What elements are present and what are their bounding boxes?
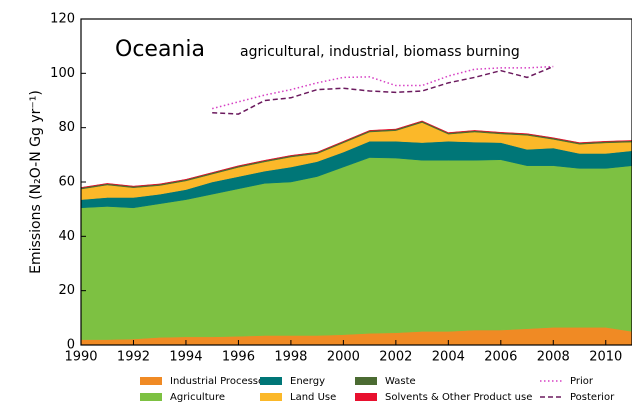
- legend-label: Agriculture: [170, 392, 225, 403]
- legend-swatch: [260, 393, 282, 401]
- y-tick-label: 120: [50, 12, 75, 27]
- y-tick-label: 80: [58, 120, 75, 135]
- x-tick-label: 2002: [379, 350, 412, 365]
- x-tick-label: 1998: [274, 350, 307, 365]
- x-tick-label: 2000: [327, 350, 360, 365]
- x-tick-label: 1992: [117, 350, 150, 365]
- x-tick-label: 2010: [589, 350, 622, 365]
- legend-swatch: [355, 393, 377, 401]
- legend-swatch: [140, 393, 162, 401]
- x-tick-label: 2004: [432, 350, 465, 365]
- legend-label: Prior: [570, 376, 594, 387]
- y-axis-label: Emissions (N₂O-N Gg yr⁻¹): [28, 90, 44, 274]
- legend-label: Industrial Processes: [170, 376, 269, 387]
- x-tick-label: 2008: [537, 350, 570, 365]
- y-tick-label: 0: [67, 338, 75, 353]
- legend-swatch: [355, 377, 377, 385]
- line: [212, 65, 554, 115]
- chart-subtitle: agricultural, industrial, biomass burnin…: [240, 44, 520, 60]
- x-tick-label: 2006: [484, 350, 517, 365]
- legend-swatch: [140, 377, 162, 385]
- line: [212, 65, 554, 110]
- y-tick-label: 40: [58, 229, 75, 244]
- x-tick-label: 1990: [64, 350, 97, 365]
- legend-label: Energy: [290, 376, 325, 387]
- legend-label: Posterior: [570, 392, 615, 403]
- area: [80, 120, 632, 188]
- y-tick-label: 20: [58, 283, 75, 298]
- x-tick-label: 1994: [169, 350, 202, 365]
- legend-label: Land Use: [290, 392, 336, 403]
- chart-title: Oceania: [115, 37, 205, 62]
- legend-swatch: [260, 377, 282, 385]
- y-tick-label: 100: [50, 66, 75, 81]
- legend-label: Solvents & Other Product use: [385, 392, 532, 403]
- x-tick-label: 1996: [222, 350, 255, 365]
- legend-label: Waste: [385, 376, 416, 387]
- y-tick-label: 60: [58, 175, 75, 190]
